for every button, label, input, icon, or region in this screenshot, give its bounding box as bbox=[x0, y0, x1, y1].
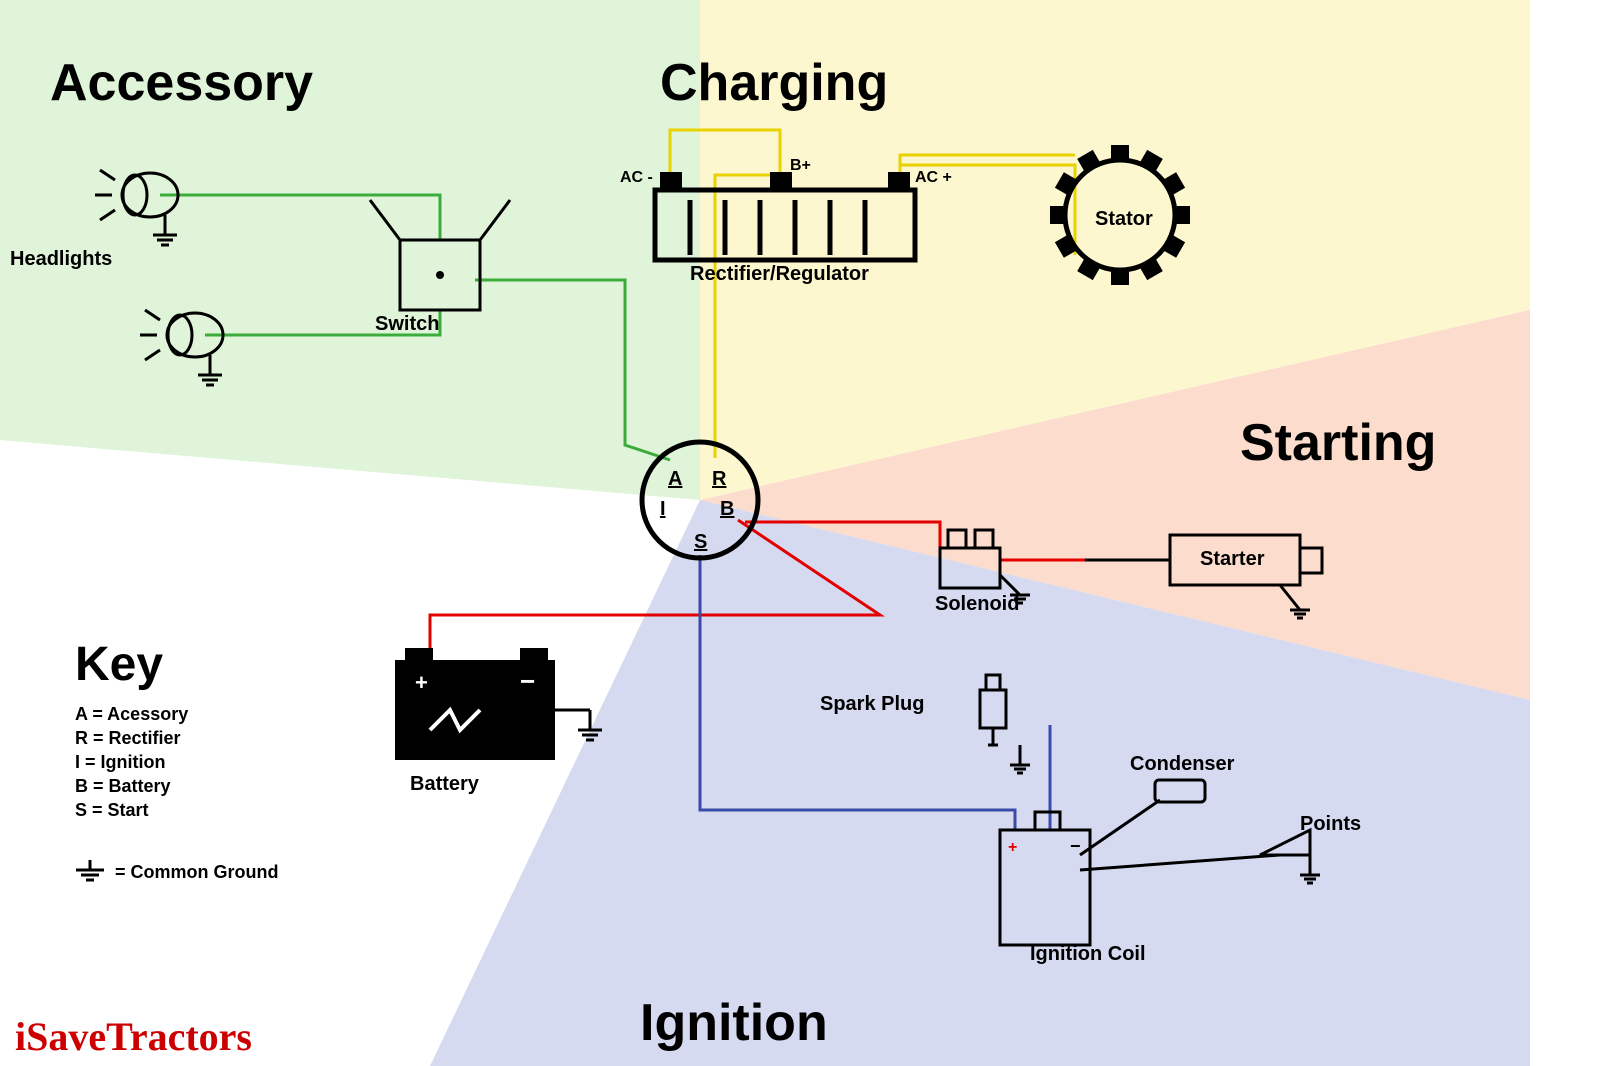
switch-label: Switch bbox=[375, 313, 439, 335]
svg-text:A: A bbox=[668, 468, 682, 490]
svg-text:S: S bbox=[694, 531, 707, 553]
key-title: Key bbox=[75, 638, 163, 691]
svg-text:R = Rectifier: R = Rectifier bbox=[75, 728, 181, 748]
solenoid-label: Solenoid bbox=[935, 593, 1019, 615]
ac-plus-label: AC + bbox=[915, 169, 952, 186]
wiring-diagram: Accessory Charging Starting Ignition Hea… bbox=[0, 0, 1600, 1066]
stator-label: Stator bbox=[1095, 208, 1153, 230]
title-accessory: Accessory bbox=[50, 54, 313, 112]
spark-plug-label: Spark Plug bbox=[820, 693, 924, 715]
title-ignition: Ignition bbox=[640, 994, 828, 1052]
ground-icon bbox=[76, 860, 104, 880]
title-charging: Charging bbox=[660, 54, 888, 112]
svg-text:−: − bbox=[520, 666, 535, 696]
b-plus-label: B+ bbox=[790, 157, 811, 174]
svg-text:B: B bbox=[720, 498, 734, 520]
ignition-coil-label: Ignition Coil bbox=[1030, 943, 1146, 965]
rectifier-label: Rectifier/Regulator bbox=[690, 263, 869, 285]
svg-text:−: − bbox=[1070, 836, 1081, 856]
svg-text:+: + bbox=[415, 670, 428, 695]
svg-text:B = Battery: B = Battery bbox=[75, 776, 171, 796]
svg-text:+: + bbox=[1008, 839, 1017, 856]
key-ground-label: = Common Ground bbox=[115, 862, 279, 882]
headlights-label: Headlights bbox=[10, 248, 112, 270]
ac-minus-label: AC - bbox=[620, 169, 653, 186]
svg-text:S = Start: S = Start bbox=[75, 800, 149, 820]
title-starting: Starting bbox=[1240, 414, 1436, 472]
brand-logo: iSaveTractors bbox=[15, 1014, 252, 1059]
battery-label: Battery bbox=[410, 773, 480, 795]
svg-text:R: R bbox=[712, 468, 727, 490]
battery-icon: + − bbox=[395, 648, 602, 760]
svg-text:A = Acessory: A = Acessory bbox=[75, 704, 188, 724]
condenser-label: Condenser bbox=[1130, 753, 1235, 775]
points-label: Points bbox=[1300, 813, 1361, 835]
svg-text:I: I bbox=[660, 498, 666, 520]
svg-text:I = Ignition: I = Ignition bbox=[75, 752, 166, 772]
key-legend: A = Acessory R = Rectifier I = Ignition B =… bbox=[75, 704, 188, 820]
starter-label: Starter bbox=[1200, 548, 1265, 570]
